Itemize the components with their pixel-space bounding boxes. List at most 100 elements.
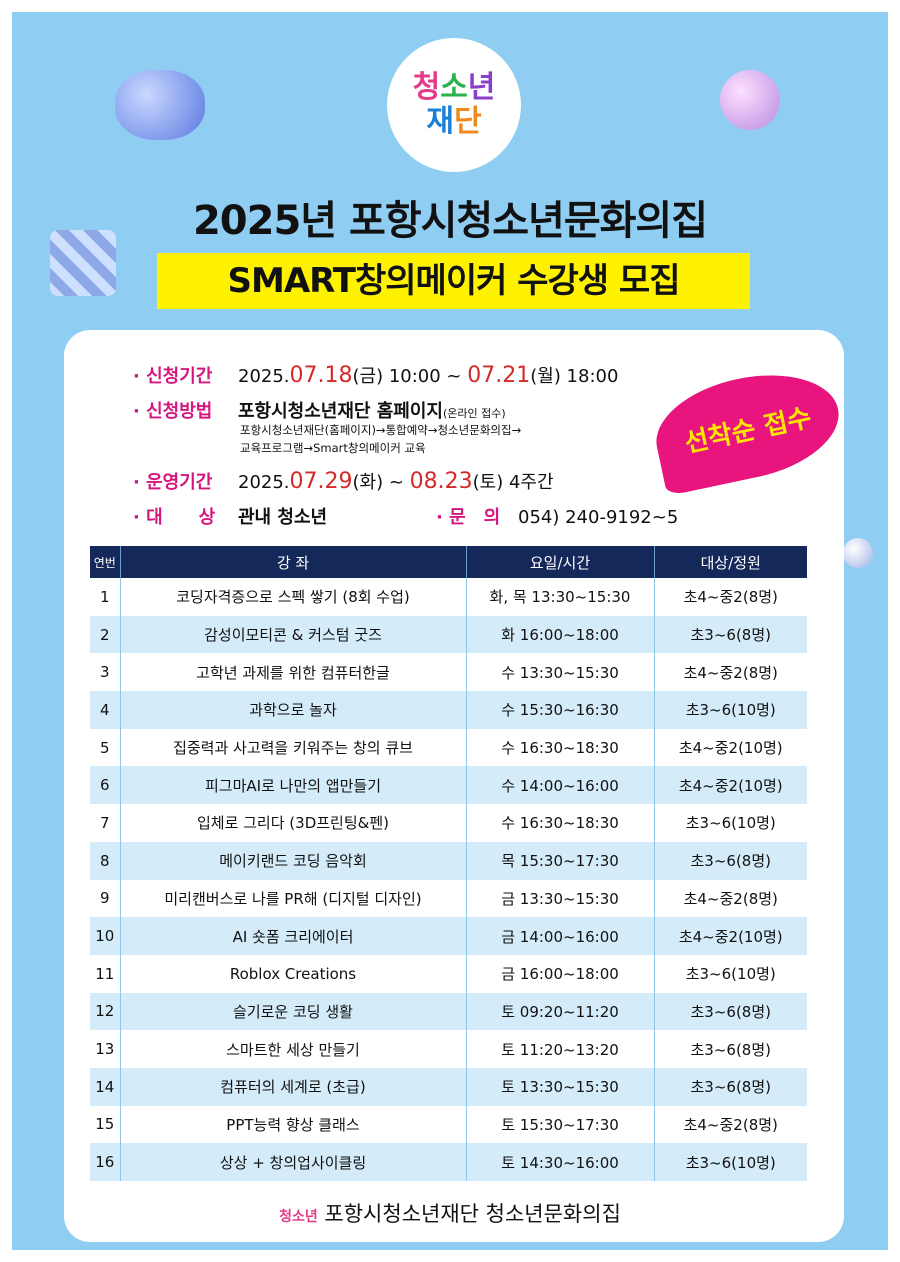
- cell-course: 입체로 그리다 (3D프린팅&펜): [120, 804, 467, 842]
- cell-no: 10: [90, 917, 121, 955]
- target: · 대 상 관내 청소년: [133, 507, 328, 528]
- cell-time: 금 16:00~18:00: [466, 954, 655, 993]
- col-course: 강 좌: [120, 546, 467, 578]
- page-title: 2025년 포항시청소년문화의집: [192, 198, 708, 244]
- cell-target: 초3~6(10명): [685, 814, 776, 833]
- cell-no: 3: [90, 653, 121, 692]
- cell-no: 2: [90, 615, 121, 654]
- cell-time: 수 16:30~18:30: [466, 804, 655, 842]
- cell-no: 7: [90, 804, 121, 842]
- contact: · 문 의 054) 240-9192~5: [436, 507, 679, 528]
- cell-no: 15: [90, 1105, 121, 1144]
- table-row: 7 입체로 그리다 (3D프린팅&펜) 수 16:30~18:30 초3~6(10명): [90, 804, 807, 842]
- cell-no: 4: [90, 691, 121, 729]
- col-target: 대상/정원: [654, 546, 807, 578]
- footer: 청소년 포항시청소년재단 청소년문화의집: [0, 1198, 900, 1228]
- cell-course: PPT능력 향상 클래스: [120, 1105, 467, 1144]
- decorative-sphere: [843, 538, 873, 568]
- table-row: 5 집중력과 사고력을 키워주는 창의 큐브 수 16:30~18:30 초4~중2(…: [90, 728, 807, 767]
- course-table: 연번 강 좌 요일/시간 대상/정원 1 코딩자격증으로 스펙 쌓기 (8회 수업…: [90, 546, 807, 1181]
- run-period: · 운영기간 2025.07.29(화) ~ 08.23(토) 4주간: [133, 469, 554, 494]
- cell-time: 화, 목 13:30~15:30: [466, 578, 655, 616]
- table-row: 4 과학으로 놀자 수 15:30~16:30 초3~6(10명): [90, 691, 807, 729]
- cell-course: 슬기로운 코딩 생활: [120, 992, 467, 1031]
- cell-time: 토 09:20~11:20: [466, 992, 655, 1031]
- col-time: 요일/시간: [466, 546, 655, 578]
- table-row: 16 상상 + 창의업사이클링 토 14:30~16:00 초3~6(10명): [90, 1143, 807, 1181]
- table-row: 12 슬기로운 코딩 생활 토 09:20~11:20 초3~6(8명): [90, 992, 807, 1031]
- apply-method: · 신청방법 포항시청소년재단 홈페이지(온라인 접수): [133, 401, 506, 422]
- cell-no: 16: [90, 1143, 121, 1181]
- apply-path-line2: 교육프로그램→Smart창의메이커 교육: [240, 441, 426, 455]
- table-row: 11 Roblox Creations 금 16:00~18:00 초3~6(10명): [90, 954, 807, 993]
- page-subtitle: SMART창의메이커 수강생 모집: [157, 253, 750, 309]
- footer-logo-icon: 청소년: [279, 1209, 318, 1225]
- cell-time: 수 13:30~15:30: [466, 653, 655, 692]
- table-row: 15 PPT능력 향상 클래스 토 15:30~17:30 초4~중2(8명): [90, 1105, 807, 1144]
- table-row: 9 미리캔버스로 나를 PR해 (디지털 디자인) 금 13:30~15:30 초4~…: [90, 879, 807, 918]
- cell-course: 상상 + 창의업사이클링: [120, 1143, 467, 1181]
- table-row: 6 피그마AI로 나만의 앱만들기 수 14:00~16:00 초4~중2(10명): [90, 766, 807, 805]
- cell-course: Roblox Creations: [120, 954, 467, 993]
- cell-course: AI 숏폼 크리에이터: [120, 917, 467, 955]
- cell-course: 감성이모티콘 & 커스텀 굿즈: [120, 615, 467, 654]
- cell-target: 초3~6(8명): [654, 841, 807, 880]
- cell-course: 스마트한 세상 만들기: [120, 1030, 467, 1068]
- table-row: 13 스마트한 세상 만들기 토 11:20~13:20 초3~6(8명): [90, 1030, 807, 1068]
- cell-target: 초4~중2(8명): [683, 663, 778, 682]
- cell-time: 토 11:20~13:20: [466, 1030, 655, 1068]
- cell-time: 수 14:00~16:00: [466, 766, 655, 805]
- cell-no: 6: [90, 766, 121, 805]
- cell-target: 초4~중2(10명): [654, 917, 807, 955]
- cell-time: 토 14:30~16:00: [466, 1143, 655, 1181]
- table-row: 2 감성이모티콘 & 커스텀 굿즈 화 16:00~18:00 초3~6(8명): [90, 615, 807, 654]
- decorative-planet: [720, 70, 780, 130]
- cell-no: 13: [90, 1030, 121, 1068]
- cell-target: 초3~6(8명): [654, 1067, 807, 1106]
- col-no: 연번: [90, 546, 121, 578]
- table-row: 8 메이키랜드 코딩 음악회 목 15:30~17:30 초3~6(8명): [90, 841, 807, 880]
- cell-target: 초3~6(8명): [654, 992, 807, 1031]
- cell-target: 초4~중2(10명): [678, 739, 783, 758]
- cell-course: 컴퓨터의 세계로 (초급): [120, 1067, 467, 1106]
- cell-no: 11: [90, 954, 121, 993]
- cell-target: 초4~중2(8명): [683, 1115, 778, 1134]
- table-row: 10 AI 숏폼 크리에이터 금 14:00~16:00 초4~중2(10명): [90, 917, 807, 955]
- decorative-blob: [115, 70, 205, 140]
- cell-time: 토 13:30~15:30: [466, 1067, 655, 1106]
- apply-path-line1: 포항시청소년재단(홈페이지)→통합예약→청소년문화의집→: [240, 423, 522, 437]
- cell-target: 초4~중2(8명): [683, 588, 778, 607]
- cell-course: 피그마AI로 나만의 앱만들기: [120, 766, 467, 805]
- cell-no: 8: [90, 841, 121, 880]
- cell-target: 초3~6(10명): [654, 691, 807, 729]
- cell-course: 미리캔버스로 나를 PR해 (디지털 디자인): [120, 879, 467, 918]
- apply-period: · 신청기간 2025.07.18(금) 10:00 ~ 07.21(월) 18:…: [133, 363, 619, 388]
- cell-time: 금 13:30~15:30: [466, 879, 655, 918]
- cell-time: 수 16:30~18:30: [466, 728, 655, 767]
- cell-time: 화 16:00~18:00: [466, 615, 655, 654]
- table-row: 1 코딩자격증으로 스펙 쌓기 (8회 수업) 화, 목 13:30~15:30 초4…: [90, 578, 807, 616]
- cell-course: 집중력과 사고력을 키워주는 창의 큐브: [120, 728, 467, 767]
- cell-time: 수 15:30~16:30: [466, 691, 655, 729]
- cell-no: 5: [90, 728, 121, 767]
- cell-target: 초3~6(10명): [654, 1143, 807, 1181]
- decorative-cube: [50, 230, 116, 296]
- table-row: 14 컴퓨터의 세계로 (초급) 토 13:30~15:30 초3~6(8명): [90, 1067, 807, 1106]
- cell-no: 12: [90, 992, 121, 1031]
- cell-no: 14: [90, 1067, 121, 1106]
- cell-target: 초3~6(10명): [685, 965, 776, 984]
- cell-course: 메이키랜드 코딩 음악회: [120, 841, 467, 880]
- cell-target: 초3~6(8명): [690, 1040, 771, 1059]
- cell-course: 과학으로 놀자: [120, 691, 467, 729]
- cell-no: 1: [90, 578, 121, 616]
- cell-time: 금 14:00~16:00: [466, 917, 655, 955]
- footer-text: 포항시청소년재단 청소년문화의집: [324, 1202, 621, 1226]
- cell-target: 초4~중2(10명): [654, 766, 807, 805]
- table-row: 3 고학년 과제를 위한 컴퓨터한글 수 13:30~15:30 초4~중2(8명): [90, 653, 807, 692]
- cell-time: 목 15:30~17:30: [466, 841, 655, 880]
- cell-target: 초4~중2(8명): [683, 889, 778, 908]
- cell-target: 초3~6(8명): [654, 615, 807, 654]
- foundation-logo: 청소년 재단: [387, 38, 521, 172]
- cell-course: 코딩자격증으로 스펙 쌓기 (8회 수업): [120, 578, 467, 616]
- cell-no: 9: [90, 879, 121, 918]
